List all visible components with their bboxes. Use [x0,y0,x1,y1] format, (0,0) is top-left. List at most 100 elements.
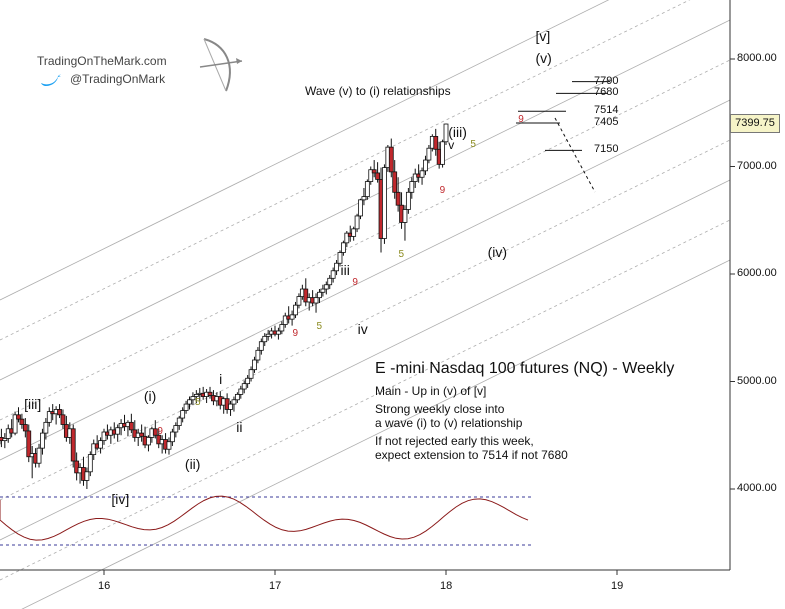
candle-body [187,399,192,405]
wave-label: iii [340,262,350,279]
channel-line [0,59,731,421]
candle-body [101,431,107,442]
channel-lines [0,0,731,609]
candle-body [115,427,121,435]
candle-body [169,431,175,443]
candle-body [388,146,394,173]
candle-body [375,172,381,180]
candle-body [74,460,80,474]
candle-body [5,428,11,439]
count-mark: 9 [292,328,299,340]
candle-body [313,297,319,304]
candle-body [193,393,199,397]
target-label: 7790 [594,74,619,87]
candle-body [358,199,363,217]
candle-body [152,428,158,436]
candle-body [2,438,8,442]
projection-dash [554,117,596,193]
channel-line [0,0,691,341]
candle-body [166,441,172,450]
candle-body [139,432,145,437]
candle-body [289,314,295,320]
x-tick-label: 18 [440,580,453,592]
candle-body [382,167,387,239]
note-line-4: If not rejected early this week, [375,434,534,448]
channel-line [0,99,731,461]
candle-body [258,341,264,351]
wave-label: [v] [535,28,551,45]
count-mark: 9 [518,114,524,126]
candle-body [248,369,254,379]
wave-label: (v) [535,49,552,66]
candle-body [238,388,244,395]
y-tick-label: 5000.00 [737,374,777,387]
candle-body [265,333,271,337]
candle-body [361,196,367,201]
candle-body [402,209,408,223]
count-mark: 9 [439,185,446,197]
oscillator-line [0,495,529,541]
target-label: 7680 [594,86,619,99]
chart-notes: E -mini Nasdaq 100 futures (NQ) - Weekly… [375,360,674,462]
candle-body [392,171,398,193]
note-line-2: Strong weekly close into [375,402,505,416]
candle-body [440,141,445,165]
oscillator-pane [0,495,533,546]
x-tick-label: 19 [611,580,624,592]
y-tick-label: 8000.00 [737,52,777,64]
candle-body [368,169,374,182]
candle-body [245,377,251,385]
candle-body [36,447,42,464]
candle-body [279,324,285,332]
candle-body [293,304,298,316]
candle-body [371,169,377,174]
wave-label: (i) [143,388,157,405]
candle-body [443,123,449,143]
candle-body [46,411,52,423]
candle-body [433,135,439,150]
note-line-3: a wave (i) to (v) relationship [375,416,523,430]
candle-body [303,288,309,303]
x-tick-label: 17 [269,580,282,592]
wave-label: (iii) [448,123,467,140]
candle-body [323,284,329,290]
candle-body [40,432,45,449]
count-mark: 5 [398,248,405,260]
last-price-box: 7399.75 [730,114,780,133]
candle-body [351,228,357,237]
watermark-site: TradingOnTheMark.com [37,54,167,68]
candle-body [176,417,182,426]
candle-body [340,242,346,253]
candle-body [412,173,418,182]
wave-label: ii [236,419,243,436]
candle-body [70,428,76,462]
candle-body [146,436,151,446]
wave-label: v [448,137,455,152]
y-tick-label: 4000.00 [737,482,777,494]
candle-body [173,425,179,433]
candle-body [364,181,370,198]
candle-body [98,440,103,449]
candle-body [423,159,428,172]
candle-body [26,430,32,458]
count-mark: 5 [470,139,476,150]
candle-body [330,270,336,279]
candle-body [183,403,189,411]
candle-body [84,471,90,481]
target-label: 7150 [594,143,619,156]
target-label: 7405 [594,115,619,128]
projection-line [554,117,596,193]
wave-label: i [219,371,223,388]
candle-body [337,252,343,264]
note-line-5: expect extension to 7514 if not 7680 [375,448,568,462]
channel-line [0,139,731,501]
candle-body [252,359,257,371]
y-tick-label: 6000.00 [737,267,777,279]
candle-body [344,232,350,244]
bird-icon [41,74,61,86]
candlesticks [0,123,449,489]
candle-body [22,424,28,432]
candle-body [43,421,49,434]
price-target-lines [516,81,610,151]
axes [0,0,735,575]
